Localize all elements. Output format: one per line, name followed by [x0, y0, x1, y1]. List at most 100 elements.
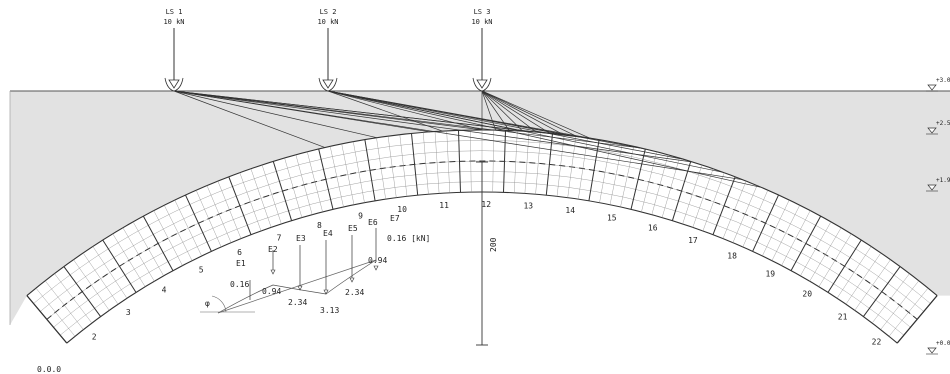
mesh-radial-line: [661, 158, 680, 218]
mesh-radial-line: [217, 181, 242, 239]
segment-label: 3: [126, 308, 131, 317]
dispersion-ray: [173, 90, 642, 149]
mesh-radial-line: [250, 168, 272, 228]
origin-label: 0.0.0: [37, 365, 61, 374]
mesh-radial-line: [83, 252, 119, 305]
segment-joint-line: [752, 194, 779, 252]
mesh-radial-line: [514, 130, 518, 193]
backfill-region: [10, 91, 950, 325]
mesh-radial-line: [524, 131, 530, 194]
dispersion-ray: [481, 90, 578, 137]
dispersion-ray: [327, 90, 645, 150]
dispersion-ray: [327, 90, 724, 173]
mesh-radial-line: [880, 280, 919, 330]
mesh-radial-line: [330, 146, 344, 208]
segment-label: 4: [162, 286, 167, 295]
segment-joint-line: [63, 266, 102, 317]
mesh-radial-line: [376, 137, 386, 200]
segment-label: 22: [872, 338, 882, 347]
mesh-radial-line: [682, 164, 703, 225]
segment-label: 18: [727, 251, 737, 260]
load-bearing-symbol: [164, 77, 184, 92]
segment-label: 8: [317, 221, 322, 230]
mesh-radial-line: [132, 221, 164, 276]
dispersion-ray: [481, 90, 551, 134]
mesh-radial-line: [307, 151, 323, 213]
segment-label: 21: [838, 313, 848, 322]
dispersion-ray: [327, 90, 484, 131]
mesh-radial-line: [112, 233, 146, 287]
mesh-radial-line: [762, 200, 790, 257]
segment-joint-line: [364, 139, 376, 201]
segment-label: 13: [523, 202, 533, 211]
segment-label: 7: [277, 233, 282, 242]
mesh-radial-line: [434, 131, 440, 194]
mesh-radial-line: [470, 130, 472, 193]
mesh-radial-line: [702, 172, 725, 232]
segment-joint-line: [102, 239, 137, 293]
value-e4: 3.13: [320, 306, 339, 315]
arrowhead: [323, 289, 329, 295]
segment-joint-line: [411, 133, 419, 196]
mesh-radial-line: [492, 130, 494, 193]
dispersion-ray: [481, 90, 496, 131]
mesh-radial-line: [387, 136, 397, 198]
segment-joint-line: [185, 194, 212, 252]
mesh-radial-line: [836, 246, 872, 299]
level-label: +3.0: [936, 77, 950, 84]
load-arrows: LS 1 10 kN LS 2 10 kN LS 3 10 kN: [163, 8, 493, 92]
mesh-radial-line: [888, 288, 929, 337]
mesh-radial-line: [771, 205, 800, 261]
segment-joint-line: [228, 176, 252, 235]
segment-label: 11: [439, 201, 449, 210]
mesh-radial-line: [164, 205, 193, 261]
mesh-radial-line: [809, 227, 842, 282]
mesh-radial-line: [800, 221, 832, 276]
dispersion-ray: [327, 90, 685, 160]
dispersion-ray: [481, 90, 537, 133]
dispersion-ray: [327, 90, 761, 188]
mesh-radial-line: [153, 210, 183, 266]
angle-arc: [211, 295, 227, 313]
mesh-radial-line: [722, 181, 747, 239]
segment-label: 20: [802, 290, 812, 299]
arrowhead: [373, 265, 379, 271]
pressure-diagram: E1 E2 E3 E4 E5 E6 E7 0.16 0.94 2.34 3.13…: [200, 214, 430, 315]
load-bearing-symbol: [318, 77, 338, 92]
load-name: LS 2: [320, 8, 337, 16]
mesh-radial-line: [620, 146, 634, 208]
mesh-radial-line: [399, 134, 408, 197]
segment-joint-line: [790, 215, 822, 271]
dispersion-ray: [327, 90, 443, 132]
mesh-radial-line: [73, 259, 110, 311]
value-e5: 2.34: [345, 288, 364, 297]
value-e1: 0.16: [230, 280, 249, 289]
label-e5: E5: [348, 224, 358, 233]
label-e6: E6: [368, 218, 378, 227]
load-arrowhead: [322, 79, 334, 89]
mesh-radial-line: [651, 154, 669, 215]
load-value: 10 kN: [163, 18, 184, 26]
level-symbol: [927, 347, 937, 354]
load-name: LS 3: [474, 8, 491, 16]
level-symbol: [927, 127, 937, 134]
segment-label: 17: [688, 236, 698, 245]
mesh-radial-line: [609, 143, 623, 205]
segment-label: 15: [607, 213, 617, 222]
label-e2: E2: [268, 245, 278, 254]
segment-label: 16: [648, 223, 658, 232]
mesh-radial-line: [567, 136, 577, 198]
segment-joint-line: [712, 176, 736, 235]
mesh-radial-line: [206, 185, 232, 243]
dispersion-ray: [481, 90, 591, 139]
level-label: +2.5: [936, 120, 950, 127]
mesh-radial-line: [45, 280, 84, 330]
segment-joint-line: [142, 215, 174, 271]
segment-joint-line: [272, 161, 293, 221]
segment-label: 14: [565, 206, 575, 215]
load-name: LS 1: [166, 8, 183, 16]
level-symbol: [927, 184, 937, 191]
mesh-radial-line: [295, 154, 313, 215]
mesh-radial-line: [599, 141, 611, 203]
